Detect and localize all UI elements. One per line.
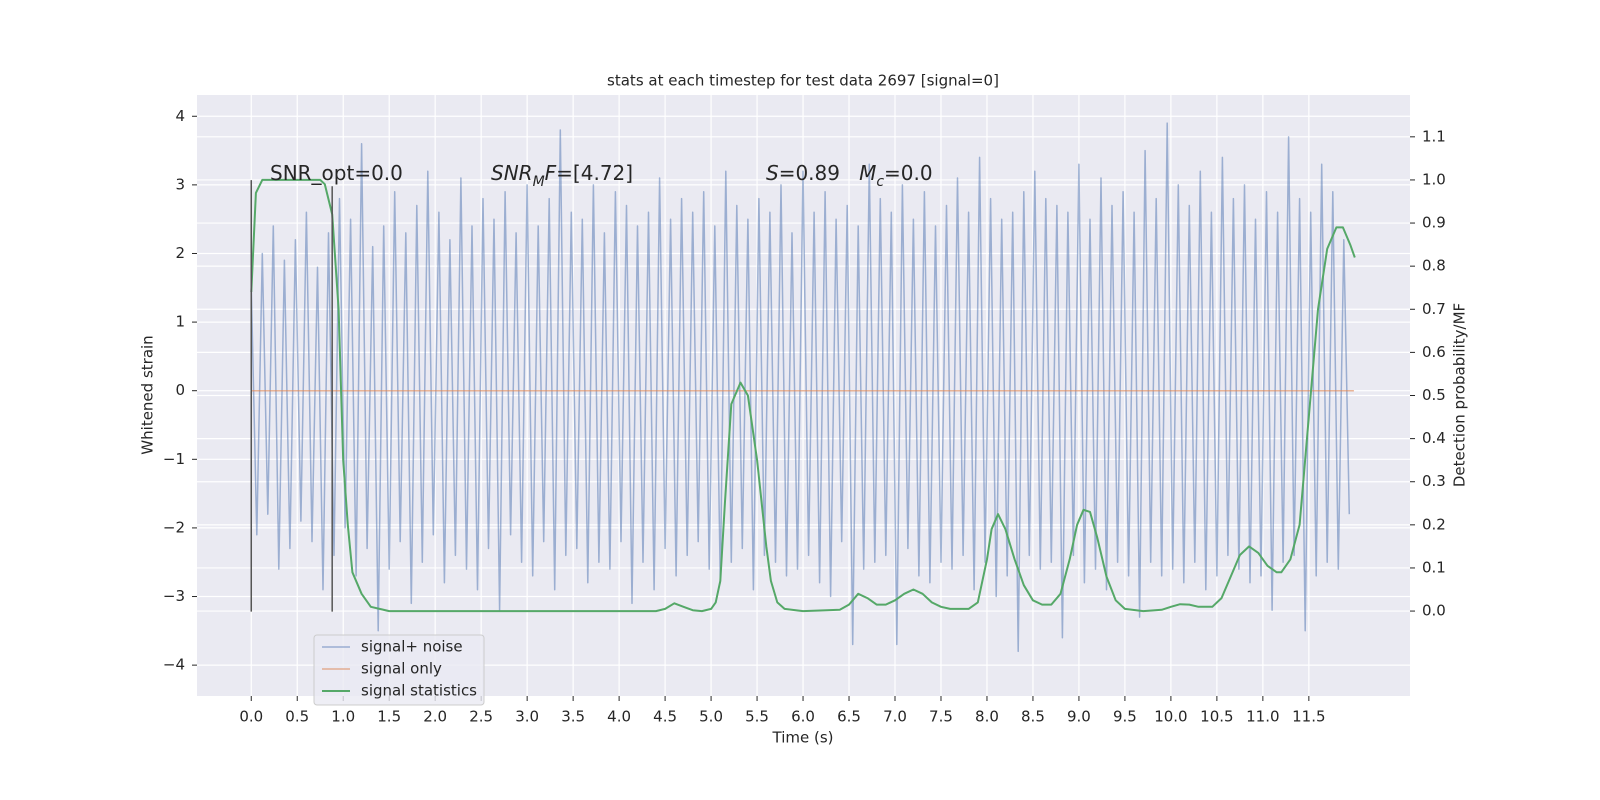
- x-tick-label: 3.5: [561, 708, 585, 726]
- x-tick-label: 7.5: [929, 708, 953, 726]
- x-tick-label: 8.0: [975, 708, 999, 726]
- y2-tick-label: 0.9: [1422, 214, 1446, 232]
- y-tick-label: −1: [163, 450, 185, 468]
- x-tick-label: 4.5: [653, 708, 677, 726]
- annotation-part: SNR: [491, 161, 533, 185]
- marks: [250, 122, 1356, 653]
- foreground: 0.0 0.5 1.0 1.5 2.0 2.5 3.0 3.5 4.0 4.5 5.0 5.5 6.0 6…: [163, 107, 1446, 726]
- annotation-part: M: [533, 174, 545, 190]
- annotation-part: =0.89: [779, 161, 859, 185]
- y2-axis-label: Detection probability/MF: [1451, 303, 1469, 487]
- x-tick-label: 7.0: [883, 708, 907, 726]
- annotation-part: F: [545, 161, 557, 185]
- x-tick-label: 1.0: [331, 708, 355, 726]
- y2-tick-label: 0.1: [1422, 558, 1446, 576]
- x-tick-label: 1.5: [377, 708, 401, 726]
- annotation-part: c: [876, 174, 884, 190]
- y2-tick-label: 0.8: [1422, 257, 1446, 275]
- y2-tick-label: 0.2: [1422, 515, 1446, 533]
- annotation-part: =0.0: [884, 161, 933, 185]
- y-tick-label: −4: [163, 656, 185, 674]
- y-tick-label: 3: [175, 175, 185, 193]
- legend: signal+ noise signal only signal statistic…: [313, 634, 485, 706]
- x-tick-label: 9.5: [1113, 708, 1137, 726]
- chart-title: stats at each timestep for test data 269…: [607, 72, 999, 90]
- y2-tick-label: 0.0: [1422, 602, 1446, 620]
- x-tick-label: 9.0: [1067, 708, 1091, 726]
- x-tick-label: 10.5: [1200, 708, 1233, 726]
- annotation: SNR_opt=0.0: [270, 161, 403, 185]
- y-tick-label: 4: [175, 107, 185, 125]
- annotation-part: M: [859, 161, 876, 185]
- series-line: [250, 178, 1356, 613]
- x-tick-label: 6.5: [837, 708, 861, 726]
- x-tick-label: 8.5: [1021, 708, 1045, 726]
- grid: [197, 95, 1410, 696]
- x-tick-label: 0.0: [239, 708, 263, 726]
- y2-tick-label: 0.5: [1422, 386, 1446, 404]
- y2-tick-label: 1.1: [1422, 127, 1446, 145]
- x-tick-label: 2.0: [423, 708, 447, 726]
- x-tick-label: 3.0: [515, 708, 539, 726]
- y-tick-label: 1: [175, 313, 185, 331]
- annotation: S=0.89 Mc=0.0: [766, 161, 933, 191]
- y-tick-label: −3: [163, 587, 185, 605]
- y-tick-label: 0: [175, 381, 185, 399]
- x-tick-label: 5.5: [745, 708, 769, 726]
- x-tick-label: 11.0: [1246, 708, 1279, 726]
- annotation-part: SNR_opt=0.0: [270, 161, 403, 185]
- legend-label: signal+ noise: [361, 638, 463, 656]
- y2-tick-label: 0.3: [1422, 472, 1446, 490]
- x-tick-label: 10.0: [1154, 708, 1187, 726]
- annotation: SNRMF=[4.72]: [491, 161, 633, 191]
- y2-tick-label: 0.7: [1422, 300, 1446, 318]
- y2-tick-label: 0.4: [1422, 429, 1446, 447]
- y-axis-label: Whitened strain: [139, 335, 157, 454]
- legend-label: signal only: [361, 660, 442, 678]
- y-tick-label: 2: [175, 244, 185, 262]
- x-tick-label: 0.5: [285, 708, 309, 726]
- x-axis-label: Time (s): [772, 729, 834, 747]
- legend-box: [313, 634, 485, 706]
- series-line: [250, 122, 1351, 653]
- y-tick-label: −2: [163, 518, 185, 536]
- x-tick-label: 11.5: [1292, 708, 1325, 726]
- x-tick-label: 6.0: [791, 708, 815, 726]
- annotation-part: =[4.72]: [556, 161, 633, 185]
- legend-label: signal statistics: [361, 682, 477, 700]
- x-tick-label: 5.0: [699, 708, 723, 726]
- x-tick-label: 4.0: [607, 708, 631, 726]
- y2-tick-label: 0.6: [1422, 343, 1446, 361]
- y2-tick-label: 1.0: [1422, 170, 1446, 188]
- annotation-part: S: [766, 161, 779, 185]
- x-tick-label: 2.5: [469, 708, 493, 726]
